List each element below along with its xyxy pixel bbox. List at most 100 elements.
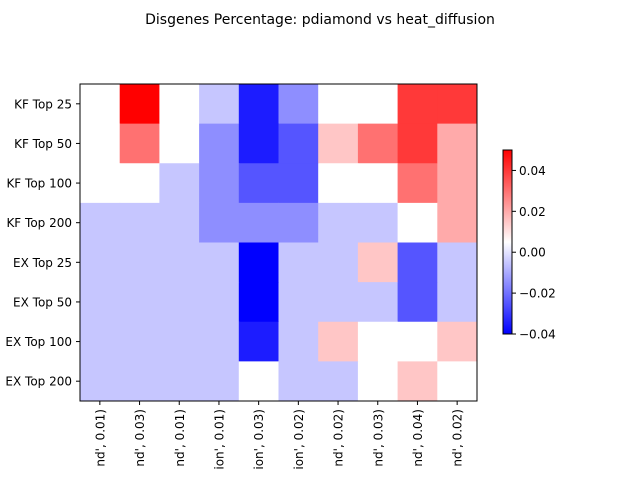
heatmap-cell xyxy=(119,321,160,362)
heatmap-cell xyxy=(318,202,359,243)
heatmap-cell xyxy=(159,163,200,204)
heatmap-cell xyxy=(357,321,399,362)
heatmap-cell xyxy=(437,361,478,402)
heatmap-cell xyxy=(199,84,240,125)
heatmap-cell xyxy=(199,123,240,164)
heatmap-cell xyxy=(278,282,319,323)
colorbar-tick-label: 0.04 xyxy=(519,164,546,178)
column-label: nd', 0.03) xyxy=(371,409,385,467)
heatmap-cell xyxy=(199,202,240,243)
colorbar-tick-label: −0.04 xyxy=(519,328,556,342)
row-label: KF Top 200 xyxy=(6,216,72,230)
heatmap-cell xyxy=(397,163,438,204)
heatmap-cell xyxy=(318,282,359,323)
heatmap-cell xyxy=(397,84,438,125)
heatmap-cell xyxy=(318,242,359,283)
heatmap-cell xyxy=(357,123,399,164)
heatmap-cell xyxy=(437,242,478,283)
column-label: nd', 0.04) xyxy=(411,409,425,467)
column-label: nd', 0.02) xyxy=(332,409,346,467)
heatmap-cell xyxy=(199,282,240,323)
row-label: EX Top 100 xyxy=(5,335,72,349)
heatmap-cell xyxy=(238,321,279,362)
heatmap-cell xyxy=(80,123,121,164)
row-label: KF Top 100 xyxy=(6,177,72,191)
heatmap-cell xyxy=(278,202,319,243)
colorbar-tick-label: 0.02 xyxy=(519,205,546,219)
heatmap-cell xyxy=(397,361,438,402)
row-label: KF Top 50 xyxy=(14,137,72,151)
heatmap-cell xyxy=(397,123,438,164)
axes xyxy=(76,83,478,405)
column-label: ion', 0.03) xyxy=(252,409,266,470)
heatmap-cell xyxy=(119,242,160,283)
column-label: nd', 0.01) xyxy=(93,409,107,467)
heatmap-cell xyxy=(437,163,478,204)
heatmap-cell xyxy=(238,282,279,323)
heatmap-cell xyxy=(397,202,438,243)
heatmap-cell xyxy=(80,163,121,204)
heatmap-cell xyxy=(437,123,478,164)
heatmap-cell xyxy=(159,202,200,243)
column-label: nd', 0.03) xyxy=(133,409,147,467)
column-label: nd', 0.01) xyxy=(173,409,187,467)
heatmap-cell xyxy=(238,163,279,204)
heatmap-cells xyxy=(80,84,478,402)
heatmap-cell xyxy=(357,163,399,204)
heatmap-cell xyxy=(238,242,279,283)
row-label: EX Top 50 xyxy=(13,295,72,309)
heatmap-cell xyxy=(238,361,279,402)
heatmap-cell xyxy=(119,163,160,204)
heatmap-cell xyxy=(437,321,478,362)
heatmap-cell xyxy=(278,321,319,362)
column-labels: nd', 0.01) nd', 0.03) nd', 0.01) ion', 0.01… xyxy=(93,409,464,470)
heatmap-cell xyxy=(159,242,200,283)
heatmap-cell xyxy=(80,361,121,402)
heatmap-cell xyxy=(119,361,160,402)
heatmap-cell xyxy=(357,242,399,283)
heatmap-cell xyxy=(318,163,359,204)
heatmap-cell xyxy=(437,84,478,125)
heatmap-cell xyxy=(318,123,359,164)
heatmap-cell xyxy=(159,361,200,402)
heatmap-cell xyxy=(278,242,319,283)
heatmap-cell xyxy=(278,123,319,164)
column-label: nd', 0.02) xyxy=(451,409,465,467)
heatmap-cell xyxy=(278,163,319,204)
row-label: KF Top 25 xyxy=(14,97,72,111)
row-label: EX Top 200 xyxy=(5,375,72,389)
heatmap-cell xyxy=(199,321,240,362)
heatmap-cell xyxy=(238,123,279,164)
heatmap-cell xyxy=(119,202,160,243)
heatmap-cell xyxy=(318,321,359,362)
column-label: ion', 0.01) xyxy=(212,409,226,470)
heatmap-cell xyxy=(199,361,240,402)
plot-frame xyxy=(79,83,478,402)
heatmap-cell xyxy=(397,282,438,323)
heatmap-cell xyxy=(278,84,319,125)
heatmap-cell xyxy=(159,123,200,164)
column-label: ion', 0.02) xyxy=(292,409,306,470)
heatmap-cell xyxy=(119,282,160,323)
heatmap-cell xyxy=(318,361,359,402)
heatmap-cell xyxy=(238,84,279,125)
colorbar-tick-label: −0.02 xyxy=(519,287,556,301)
heatmap-cell xyxy=(119,84,160,125)
heatmap-cell xyxy=(80,321,121,362)
heatmap-cell xyxy=(357,282,399,323)
heatmap-cell xyxy=(238,202,279,243)
colorbar-gradient xyxy=(502,149,513,335)
colorbar-tick-label: 0.00 xyxy=(519,246,546,260)
heatmap-cell xyxy=(80,84,121,125)
heatmap-cell xyxy=(357,361,399,402)
heatmap-cell xyxy=(397,321,438,362)
heatmap-cell xyxy=(357,84,399,125)
heatmap-cell xyxy=(278,361,319,402)
row-labels: KF Top 25 KF Top 50 KF Top 100 KF Top 200 EX… xyxy=(5,97,72,388)
heatmap-cell xyxy=(80,202,121,243)
heatmap-cell xyxy=(159,321,200,362)
heatmap-cell xyxy=(159,282,200,323)
heatmap-cell xyxy=(80,282,121,323)
